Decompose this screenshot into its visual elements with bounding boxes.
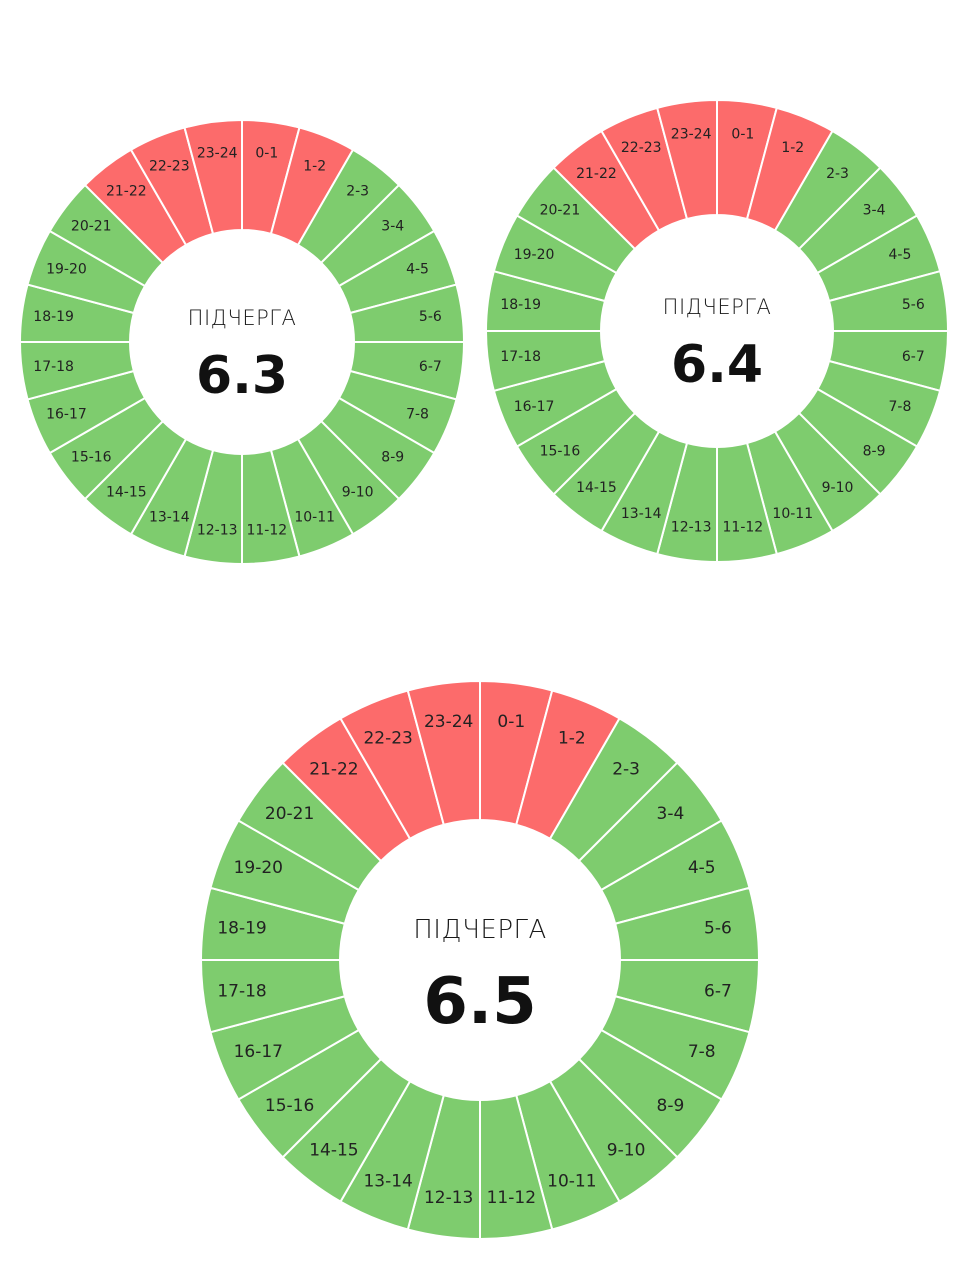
hour-label: 7-8 <box>888 399 911 415</box>
hour-label: 20-21 <box>71 218 112 234</box>
hour-label: 15-16 <box>71 450 112 466</box>
hour-label: 20-21 <box>540 202 581 218</box>
wheel-center <box>341 821 619 1099</box>
hour-label: 18-19 <box>500 297 541 313</box>
hour-label: 11-12 <box>246 522 287 538</box>
hour-label: 19-20 <box>514 247 555 263</box>
hour-label: 18-19 <box>33 309 74 325</box>
hour-label: 17-18 <box>500 349 541 365</box>
hour-label: 11-12 <box>723 519 764 535</box>
wheel-title: ПІДЧЕРГА <box>413 915 547 945</box>
hour-label: 14-15 <box>576 480 617 496</box>
hour-label: 12-13 <box>671 519 712 535</box>
hour-label: 1-2 <box>781 140 804 156</box>
hour-label: 5-6 <box>704 919 732 939</box>
wheel-center <box>131 231 353 453</box>
hour-label: 3-4 <box>381 218 404 234</box>
hour-label: 2-3 <box>826 166 849 182</box>
hour-label: 14-15 <box>106 485 147 501</box>
hour-label: 14-15 <box>309 1140 358 1160</box>
hour-label: 1-2 <box>303 158 326 174</box>
hour-label: 11-12 <box>487 1188 536 1208</box>
hour-label: 23-24 <box>424 712 473 732</box>
hour-label: 10-11 <box>547 1172 596 1192</box>
wheel-number: 6.3 <box>196 346 288 406</box>
hour-label: 19-20 <box>46 261 87 277</box>
hour-segment-23-24-off <box>655 98 718 221</box>
wheel-6-5: 0-1 1-2 2-3 3-4 4-5 5-6 6-7 7-8 8-9 9-10 10-11 11-1… <box>199 679 761 1241</box>
hour-label: 2-3 <box>612 760 640 780</box>
hour-label: 16-17 <box>46 407 87 423</box>
hour-label: 22-23 <box>621 140 662 156</box>
hour-label: 9-10 <box>342 485 374 501</box>
hour-label: 0-1 <box>255 146 278 162</box>
hour-label: 23-24 <box>671 127 712 143</box>
hour-label: 8-9 <box>863 444 886 460</box>
hour-label: 5-6 <box>902 297 925 313</box>
wheel-center <box>602 216 832 446</box>
hour-segment-23-24-off <box>183 118 243 236</box>
hour-label: 16-17 <box>234 1042 283 1062</box>
hour-label: 10-11 <box>294 510 335 526</box>
hour-label: 20-21 <box>265 804 314 824</box>
hour-label: 4-5 <box>688 858 716 878</box>
hour-label: 19-20 <box>234 858 283 878</box>
hour-label: 17-18 <box>33 359 74 375</box>
hour-label: 12-13 <box>197 522 238 538</box>
hour-label: 6-7 <box>419 359 442 375</box>
hour-label: 16-17 <box>514 399 555 415</box>
hour-label: 15-16 <box>265 1096 314 1116</box>
hour-label: 7-8 <box>406 407 429 423</box>
hour-label: 17-18 <box>217 981 266 1001</box>
hour-label: 5-6 <box>419 309 442 325</box>
hour-label: 13-14 <box>363 1172 412 1192</box>
hour-label: 21-22 <box>309 760 358 780</box>
hour-segment-23-24-off <box>406 679 481 826</box>
wheel-title: ПІДЧЕРГА <box>188 306 297 330</box>
hour-label: 18-19 <box>217 919 266 939</box>
hour-label: 12-13 <box>424 1188 473 1208</box>
hour-label: 6-7 <box>704 981 732 1001</box>
hour-label: 21-22 <box>576 166 617 182</box>
wheel-title: ПІДЧЕРГА <box>663 295 772 319</box>
hour-label: 23-24 <box>197 146 238 162</box>
wheel-6-4: 0-1 1-2 2-3 3-4 4-5 5-6 6-7 7-8 8-9 9-10 10-11 11-1… <box>484 98 950 564</box>
hour-label: 13-14 <box>621 506 662 522</box>
hour-label: 8-9 <box>381 450 404 466</box>
hour-label: 22-23 <box>149 158 190 174</box>
hour-label: 3-4 <box>863 202 886 218</box>
hour-label: 7-8 <box>688 1042 716 1062</box>
hour-label: 4-5 <box>888 247 911 263</box>
wheel-6-3: 0-1 1-2 2-3 3-4 4-5 5-6 6-7 7-8 8-9 9-10 10-11 11-1… <box>18 118 466 566</box>
hour-label: 21-22 <box>106 183 147 199</box>
hour-label: 0-1 <box>731 127 754 143</box>
hour-label: 13-14 <box>149 510 190 526</box>
wheel-number: 6.4 <box>671 335 763 395</box>
hour-label: 10-11 <box>772 506 813 522</box>
hour-label: 6-7 <box>902 349 925 365</box>
wheel-number: 6.5 <box>423 965 536 1039</box>
hour-label: 22-23 <box>363 728 412 748</box>
hour-label: 8-9 <box>657 1096 685 1116</box>
hour-label: 9-10 <box>607 1140 646 1160</box>
hour-label: 15-16 <box>540 444 581 460</box>
hour-label: 4-5 <box>406 261 429 277</box>
hour-label: 1-2 <box>558 728 586 748</box>
hour-label: 2-3 <box>346 183 369 199</box>
hour-label: 9-10 <box>822 480 854 496</box>
hour-label: 3-4 <box>657 804 685 824</box>
hour-label: 0-1 <box>497 712 525 732</box>
